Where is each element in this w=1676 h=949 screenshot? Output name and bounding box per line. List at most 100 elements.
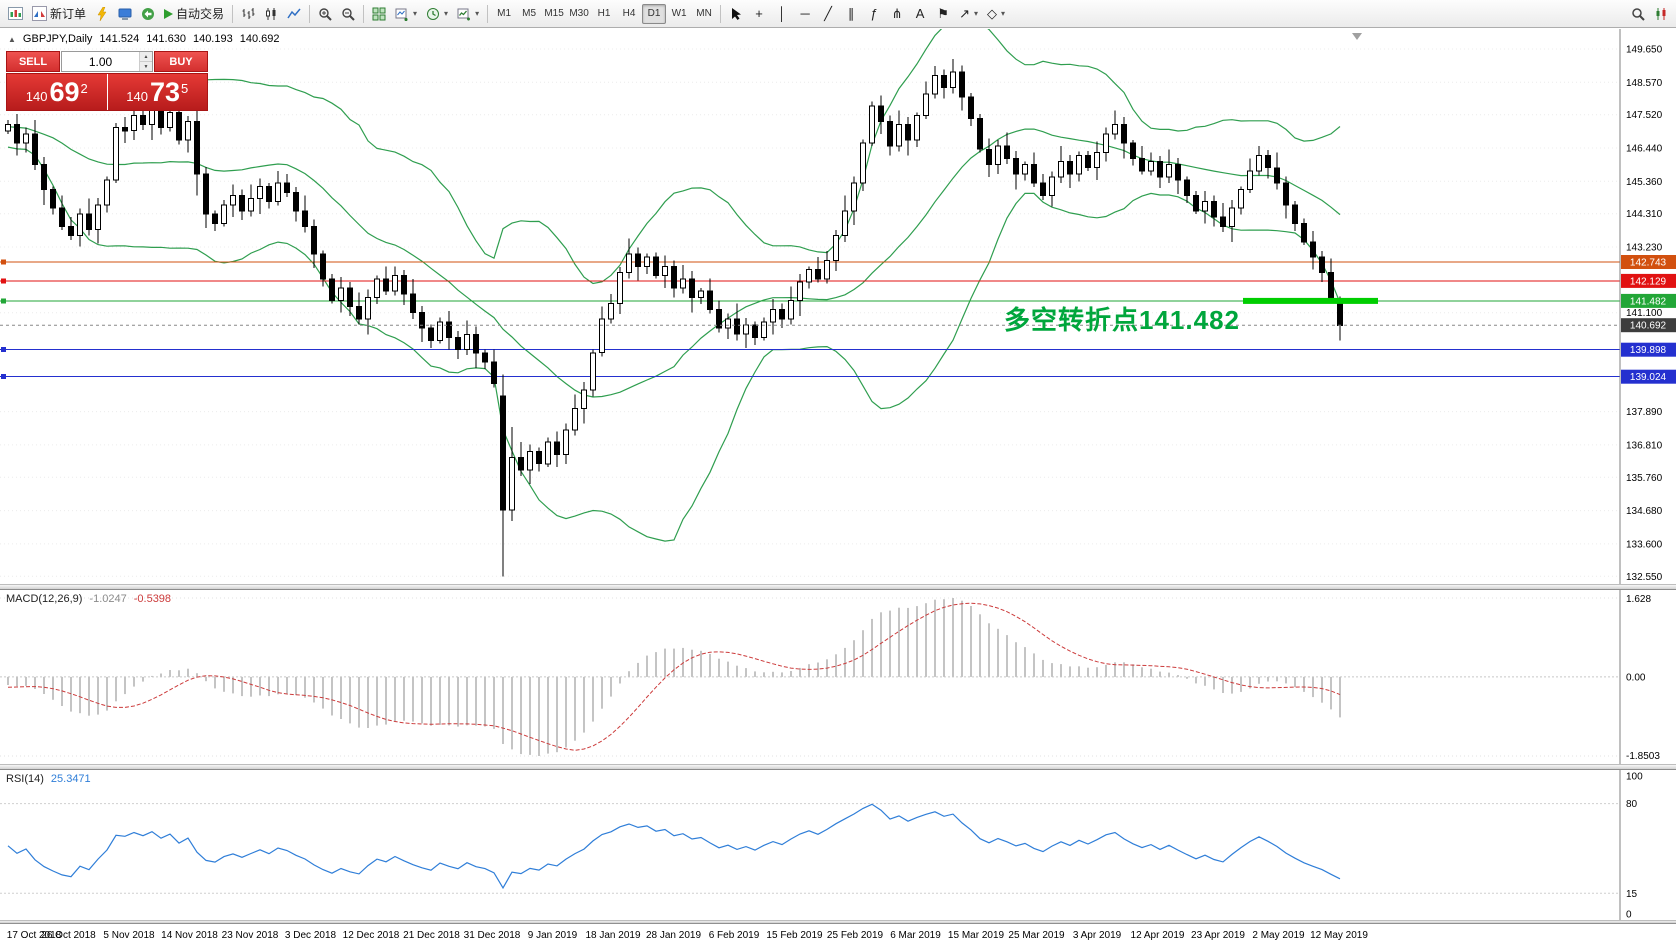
cursor-tool-button[interactable] [725, 3, 747, 25]
mini-chart-icon [8, 7, 23, 20]
community-button[interactable] [137, 3, 159, 25]
fibonacci-tool-button[interactable]: ƒ [863, 3, 885, 25]
channel-tool-button[interactable]: ∥ [840, 3, 862, 25]
zoom-in-icon [319, 7, 332, 21]
profiles-button[interactable] [422, 3, 452, 25]
chart-symbol-line: ▲ GBPJPY,Daily 141.524 141.630 140.193 1… [8, 33, 279, 45]
price-tick-label: 133.600 [1626, 539, 1663, 550]
tile-windows-button[interactable] [368, 3, 390, 25]
date-axis[interactable]: 17 Oct 2018 26 Oct 2018 5 Nov 2018 14 Nov 2… [0, 924, 1676, 949]
new-order-button[interactable]: 新订单 [28, 3, 90, 25]
volume-input[interactable] [62, 52, 139, 71]
toolbar-right-group [1627, 3, 1672, 25]
zoom-out-button[interactable] [337, 3, 359, 25]
timeframe-h1[interactable]: H1 [592, 4, 616, 24]
chart-area[interactable]: 149.650 148.570 147.520 146.440 145.360 144.3… [0, 29, 1676, 584]
price-tick-label: 145.360 [1626, 177, 1663, 188]
line-chart-type-button[interactable] [283, 3, 305, 25]
date-label: 12 Apr 2019 [1130, 930, 1185, 941]
cursor-icon [731, 7, 741, 20]
autotrade-button[interactable]: 自动交易 [160, 3, 228, 25]
main-toolbar: 新订单 自动交易 [0, 0, 1676, 28]
date-label: 6 Mar 2019 [890, 930, 941, 941]
indicators-icon [457, 8, 471, 20]
timeframe-m15[interactable]: M15 [542, 4, 566, 24]
volume-down-button[interactable]: ▼ [140, 62, 152, 71]
date-label: 21 Dec 2018 [403, 930, 460, 941]
buy-price-display[interactable]: 140 73 5 [107, 74, 207, 110]
horizontal-level-142.743[interactable] [0, 259, 1620, 265]
horizontal-level-139.898[interactable] [0, 347, 1620, 353]
one-click-toggle-icon[interactable]: ▲ [8, 34, 16, 44]
price-axis-badge: 142.129 [1621, 273, 1676, 288]
panel-splitter[interactable] [0, 764, 1676, 770]
channel-icon: ∥ [847, 6, 855, 21]
zoom-out-icon [342, 7, 355, 21]
vertical-line-tool-button[interactable]: │ [771, 3, 793, 25]
rsi-scale-label: 80 [1626, 799, 1638, 810]
timeframe-m1[interactable]: M1 [492, 4, 516, 24]
bar-chart-type-button[interactable] [237, 3, 259, 25]
play-icon [164, 8, 174, 19]
price-tick-label: 136.810 [1626, 440, 1663, 451]
charts-panel-button[interactable] [4, 3, 27, 25]
new-chart-button[interactable] [391, 3, 421, 25]
chart-annotation[interactable]: 多空转折点141.482 [1004, 305, 1240, 335]
rsi-scale-label: 15 [1626, 889, 1638, 900]
date-label: 2 May 2019 [1252, 930, 1305, 941]
symbol-period: GBPJPY,Daily [22, 33, 93, 45]
new-order-label: 新订单 [50, 7, 87, 21]
terminal-button[interactable] [114, 3, 136, 25]
candles [5, 58, 1343, 577]
turning-point-highlight[interactable] [1243, 297, 1378, 304]
price-axis-badge: 139.898 [1621, 342, 1676, 357]
macd-label: MACD(12,26,9) -1.0247 -0.5398 [6, 593, 171, 605]
date-label: 9 Jan 2019 [527, 930, 578, 941]
date-label: 26 Oct 2018 [41, 930, 96, 941]
tile-windows-icon [372, 7, 386, 20]
horizontal-level-139.024[interactable] [0, 374, 1620, 380]
rsi-scale-label: 0 [1626, 910, 1632, 921]
rsi-svg: 100 80 15 0 [0, 770, 1643, 921]
sell-button[interactable]: SELL [6, 51, 60, 72]
price-tick-label: 135.760 [1626, 473, 1663, 484]
macd-scale-top: 1.628 [1626, 594, 1651, 605]
timeframe-m5[interactable]: M5 [517, 4, 541, 24]
indicators-button[interactable] [453, 3, 483, 25]
metaeditor-button[interactable] [91, 3, 113, 25]
crosshair-tool-button[interactable]: + [748, 3, 770, 25]
buy-button[interactable]: BUY [154, 51, 208, 72]
ohlc-high: 141.630 [146, 33, 186, 45]
symbols-button[interactable] [1650, 3, 1672, 25]
date-label: 17 Oct 2018 [6, 930, 62, 941]
trendline-tool-button[interactable]: ╱ [817, 3, 839, 25]
vertical-line-icon: │ [778, 6, 787, 21]
label-tool-button[interactable]: ⚑ [932, 3, 954, 25]
date-label: 31 Dec 2018 [463, 930, 521, 941]
text-tool-button[interactable]: A [909, 3, 931, 25]
price-tick-label: 148.570 [1626, 78, 1663, 89]
price-tick-label: 144.310 [1626, 209, 1663, 220]
timeframe-d1[interactable]: D1 [642, 3, 667, 24]
timeframe-w1[interactable]: W1 [667, 4, 691, 24]
pitchfork-tool-button[interactable]: ⋔ [886, 3, 908, 25]
candle-chart-type-button[interactable] [260, 3, 282, 25]
date-label: 12 Dec 2018 [342, 930, 400, 941]
one-click-trading-panel: SELL ▲ ▼ BUY 140 69 2 140 [6, 51, 208, 111]
rsi-panel[interactable]: 100 80 15 0 RSI(14) 25.3471 [0, 770, 1676, 920]
timeframe-m30[interactable]: M30 [567, 4, 591, 24]
timeframe-h4[interactable]: H4 [617, 4, 641, 24]
date-label: 23 Apr 2019 [1191, 930, 1245, 941]
macd-panel[interactable]: 1.628 0.00 -1.8503 MACD(12,26,9) -1.0247 -… [0, 590, 1676, 764]
zoom-in-button[interactable] [314, 3, 336, 25]
horizontal-line-tool-button[interactable]: ─ [794, 3, 816, 25]
arrows-tool-button[interactable]: ↗ [955, 3, 982, 25]
shapes-tool-button[interactable]: ◇ [983, 3, 1009, 25]
search-button[interactable] [1627, 3, 1649, 25]
price-tick-label: 137.890 [1626, 407, 1663, 418]
sell-price-display[interactable]: 140 69 2 [7, 74, 107, 110]
date-label: 28 Jan 2019 [645, 930, 702, 941]
timeframe-mn[interactable]: MN [692, 4, 716, 24]
panel-splitter[interactable] [0, 584, 1676, 590]
volume-up-button[interactable]: ▲ [140, 52, 152, 62]
